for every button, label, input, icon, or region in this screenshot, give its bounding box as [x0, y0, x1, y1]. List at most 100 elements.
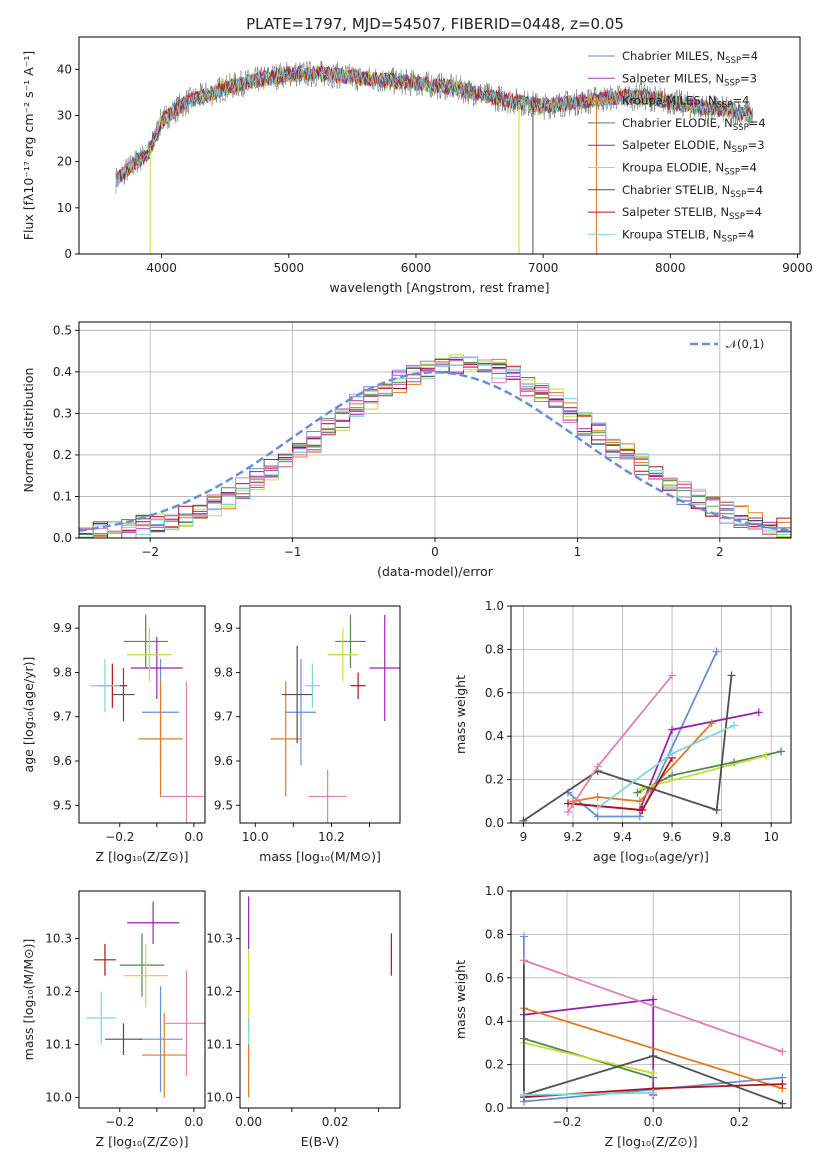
axes-frame — [239, 890, 401, 1109]
y-tick-label: 10.0 — [206, 1090, 233, 1104]
x-tick-label: 0.0 — [184, 1115, 203, 1129]
x-tick-label: 0.0 — [644, 1115, 663, 1129]
weight-marker — [754, 708, 763, 717]
residual-histogram — [79, 359, 791, 538]
y-tick-label: 0.4 — [53, 365, 72, 379]
weight-marker — [519, 816, 528, 823]
y-tick-label: 10.1 — [45, 1037, 72, 1051]
x-tick-label: 10 — [764, 830, 779, 844]
legend-suffix: =4 — [745, 205, 762, 219]
y-tick-label: 0.0 — [485, 1101, 504, 1115]
axes-frame — [78, 605, 206, 824]
legend-suffix: =4 — [749, 116, 766, 130]
x-tick-label: 9.6 — [663, 830, 682, 844]
x-tick-label: 8000 — [655, 261, 686, 275]
weight-marker — [593, 762, 602, 771]
legend-entry: Salpeter STELIB, NSSP=4 — [622, 205, 762, 222]
y-tick-label: 10.0 — [45, 1090, 72, 1104]
legend-name: Salpeter STELIB, N — [622, 205, 729, 219]
y-axis-label: Normed distribution — [21, 368, 36, 493]
x-tick-label: −1 — [284, 545, 302, 559]
weight-series-line — [642, 754, 767, 790]
x-tick-label: 5000 — [274, 261, 305, 275]
weight-marker — [730, 721, 739, 730]
x-tick-label: 0.0 — [184, 830, 203, 844]
plot-area — [519, 932, 787, 1108]
y-tick-label: 9.8 — [214, 665, 233, 679]
y-tick-label: 10.3 — [206, 932, 233, 946]
plot-area — [115, 60, 754, 254]
y-tick-label: 0.2 — [53, 448, 72, 462]
y-tick-label: 10.2 — [206, 985, 233, 999]
normal-reference-curve — [79, 371, 791, 532]
legend-suffix: =4 — [746, 183, 763, 197]
legend-sub: SSP — [724, 78, 740, 88]
legend-entry: Kroupa STELIB, NSSP=4 — [622, 227, 754, 244]
legend-sub: SSP — [725, 56, 741, 66]
legend-name: Kroupa STELIB, N — [622, 227, 722, 241]
x-axis-label: Z [log₁₀(Z/Z⊙)] — [96, 1134, 189, 1149]
plot-area — [519, 647, 786, 823]
weight-marker — [519, 932, 528, 941]
axes-frame — [239, 605, 401, 824]
panel-Z-weight: −0.2 0.0 0.2 0.0 0.2 0.4 0.6 0.8 1.0 Z [log₁₀(Z/Z… — [453, 884, 792, 1149]
x-tick-label: 9.4 — [613, 830, 632, 844]
y-tick-label: 0.8 — [485, 927, 504, 941]
legend-sub: SSP — [729, 212, 745, 222]
weight-marker — [778, 1047, 787, 1056]
legend-suffix: =4 — [740, 161, 757, 175]
y-tick-label: 0.6 — [485, 686, 504, 700]
plot-area — [248, 896, 392, 1098]
weight-marker — [649, 1051, 658, 1060]
weight-marker — [649, 1069, 658, 1078]
legend-entry: Chabrier MILES, NSSP=4 — [622, 49, 758, 66]
panels: 4000 5000 6000 7000 8000 9000010203040wavelen… — [21, 36, 813, 1149]
axes-frame — [510, 605, 792, 824]
y-axis-label: Flux [fλ10⁻¹⁷ erg cm⁻² s⁻¹ A⁻¹] — [21, 51, 36, 240]
panel-Z-age: −0.2 0.0 9.5 9.6 9.7 9.8 9.9 Z [log₁₀(Z/Z⊙)] age… — [21, 605, 206, 864]
weight-marker — [563, 808, 572, 817]
x-tick-label: −0.2 — [105, 1115, 134, 1129]
weight-marker — [762, 751, 771, 760]
legend-sub: SSP — [717, 101, 733, 111]
legend-suffix: =3 — [740, 71, 757, 85]
weight-series-line — [522, 675, 733, 822]
y-tick-label: 0.0 — [485, 816, 504, 830]
x-tick-label: −0.2 — [105, 830, 134, 844]
weight-marker — [633, 788, 642, 797]
y-tick-label: 9.7 — [53, 710, 72, 724]
x-tick-label: 10.2 — [318, 830, 345, 844]
legend-name: Kroupa MILES, N — [622, 94, 717, 108]
y-tick-label: 10 — [57, 201, 72, 215]
weight-marker — [519, 1090, 528, 1099]
weight-series-line — [572, 722, 713, 803]
y-tick-label: 10.1 — [206, 1037, 233, 1051]
legend-name: Chabrier ELODIE, N — [622, 116, 733, 130]
weight-marker — [668, 749, 677, 758]
x-tick-label: 9.2 — [563, 830, 582, 844]
y-axis-label: mass weight — [453, 960, 468, 1039]
weight-series-line — [523, 959, 783, 1053]
y-tick-label: 0.0 — [53, 531, 72, 545]
panel-mass-age: 10.0 10.2 9.5 9.6 9.7 9.8 9.9 mass [log₁₀(M/M⊙)… — [214, 605, 401, 864]
legend-suffix: =4 — [741, 49, 758, 63]
weight-marker — [668, 725, 677, 734]
legend-sub: SSP — [733, 123, 749, 133]
x-tick-label: 7000 — [528, 261, 559, 275]
x-tick-label: 1 — [574, 545, 582, 559]
x-axis-label: age [log₁₀(age/yr)] — [593, 849, 709, 864]
weight-marker — [593, 803, 602, 812]
legend-entry: Chabrier ELODIE, NSSP=4 — [622, 116, 766, 133]
legend-name: Chabrier STELIB, N — [622, 183, 730, 197]
legend-name: Salpeter ELODIE, N — [622, 138, 732, 152]
y-tick-label: 40 — [57, 62, 72, 76]
legend-suffix: =3 — [748, 138, 765, 152]
x-tick-label: 10.0 — [242, 830, 269, 844]
weight-marker — [712, 647, 721, 656]
y-tick-label: 0.5 — [53, 323, 72, 337]
y-tick-label: 0.6 — [485, 971, 504, 985]
x-tick-label: 9000 — [782, 261, 813, 275]
weight-marker — [778, 1099, 787, 1108]
